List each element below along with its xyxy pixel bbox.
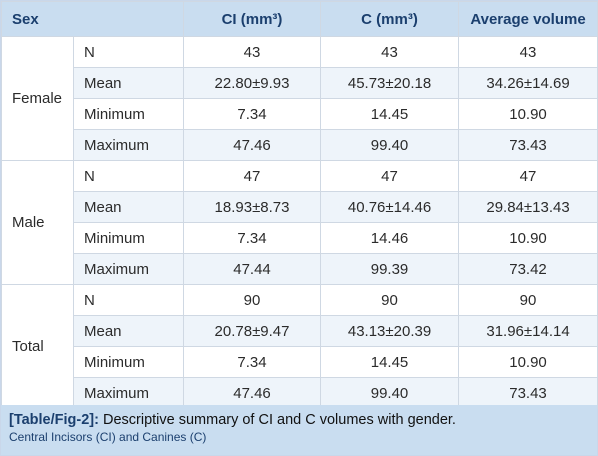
table-row: Female N 43 43 43: [1, 36, 598, 161]
group-label: Female: [1, 36, 74, 161]
ci-value: 43: [183, 36, 322, 68]
average-value: 43: [458, 36, 598, 68]
descriptive-table: Sex CI (mm³) C (mm³) Average volume Fema…: [0, 1, 598, 409]
header-row: Sex CI (mm³) C (mm³) Average volume: [0, 1, 598, 37]
table-row: Minimum 7.34 14.46 10.90: [2, 222, 598, 254]
ci-value: 22.80±9.93: [183, 67, 322, 99]
table-row: Male N 47 47 47: [1, 160, 598, 285]
figure-caption: [Table/Fig-2]: Descriptive summary of CI…: [1, 405, 597, 455]
table-row: Maximum 47.44 99.39 73.42: [2, 253, 598, 285]
table-body: Female N 43 43 43 Mean 22.80±9.93 45.73±20.18 34…: [1, 36, 598, 409]
c-value: 14.46: [320, 222, 460, 254]
table-row: Mean 18.93±8.73 40.76±14.46 29.84±13.43: [2, 191, 598, 223]
c-value: 43.13±20.39: [320, 315, 460, 347]
ci-value: 47: [183, 160, 322, 192]
ci-value: 20.78±9.47: [183, 315, 322, 347]
ci-value: 7.34: [183, 222, 322, 254]
average-value: 10.90: [458, 346, 598, 378]
caption-note: Central Incisors (CI) and Canines (C): [9, 430, 207, 444]
table-row: Mean 20.78±9.47 43.13±20.39 31.96±14.14: [2, 315, 598, 347]
average-value: 31.96±14.14: [458, 315, 598, 347]
ci-value: 18.93±8.73: [183, 191, 322, 223]
header-sex: Sex: [0, 1, 185, 37]
stat-label: Maximum: [72, 253, 185, 285]
ci-value: 47.46: [183, 129, 322, 161]
ci-value: 47.44: [183, 253, 322, 285]
ci-value: 47.46: [183, 377, 322, 409]
c-value: 40.76±14.46: [320, 191, 460, 223]
stat-label: Mean: [72, 191, 185, 223]
stat-label: Maximum: [72, 377, 185, 409]
stat-label: N: [72, 160, 185, 192]
header-average-volume: Average volume: [458, 1, 598, 37]
table-row: Minimum 7.34 14.45 10.90: [2, 98, 598, 130]
stat-label: Minimum: [72, 222, 185, 254]
average-value: 34.26±14.69: [458, 67, 598, 99]
average-value: 29.84±13.43: [458, 191, 598, 223]
c-value: 90: [320, 284, 460, 316]
header-ci: CI (mm³): [183, 1, 322, 37]
average-value: 73.42: [458, 253, 598, 285]
table-row: Minimum 7.34 14.45 10.90: [2, 346, 598, 378]
stat-label: Minimum: [72, 346, 185, 378]
c-value: 99.39: [320, 253, 460, 285]
stat-label: Minimum: [72, 98, 185, 130]
table-row: Maximum 47.46 99.40 73.43: [2, 129, 598, 161]
c-value: 14.45: [320, 346, 460, 378]
group-label: Total: [1, 284, 74, 409]
stat-label: Mean: [72, 315, 185, 347]
ci-value: 90: [183, 284, 322, 316]
c-value: 43: [320, 36, 460, 68]
caption-line: [Table/Fig-2]: Descriptive summary of CI…: [9, 411, 589, 429]
c-value: 99.40: [320, 377, 460, 409]
c-value: 47: [320, 160, 460, 192]
stat-label: N: [72, 36, 185, 68]
stat-label: N: [72, 284, 185, 316]
caption-label: [Table/Fig-2]:: [9, 412, 99, 428]
ci-value: 7.34: [183, 346, 322, 378]
average-value: 90: [458, 284, 598, 316]
stat-label: Maximum: [72, 129, 185, 161]
ci-value: 7.34: [183, 98, 322, 130]
table-row: Mean 22.80±9.93 45.73±20.18 34.26±14.69: [2, 67, 598, 99]
average-value: 10.90: [458, 222, 598, 254]
header-c: C (mm³): [320, 1, 460, 37]
average-value: 47: [458, 160, 598, 192]
c-value: 45.73±20.18: [320, 67, 460, 99]
table-row: Total N 90 90 90: [1, 284, 598, 409]
average-value: 73.43: [458, 129, 598, 161]
average-value: 10.90: [458, 98, 598, 130]
c-value: 14.45: [320, 98, 460, 130]
stat-label: Mean: [72, 67, 185, 99]
c-value: 99.40: [320, 129, 460, 161]
table-row: Maximum 47.46 99.40 73.43: [2, 377, 598, 409]
group-label: Male: [1, 160, 74, 285]
caption-text: Descriptive summary of CI and C volumes …: [102, 412, 456, 428]
average-value: 73.43: [458, 377, 598, 409]
